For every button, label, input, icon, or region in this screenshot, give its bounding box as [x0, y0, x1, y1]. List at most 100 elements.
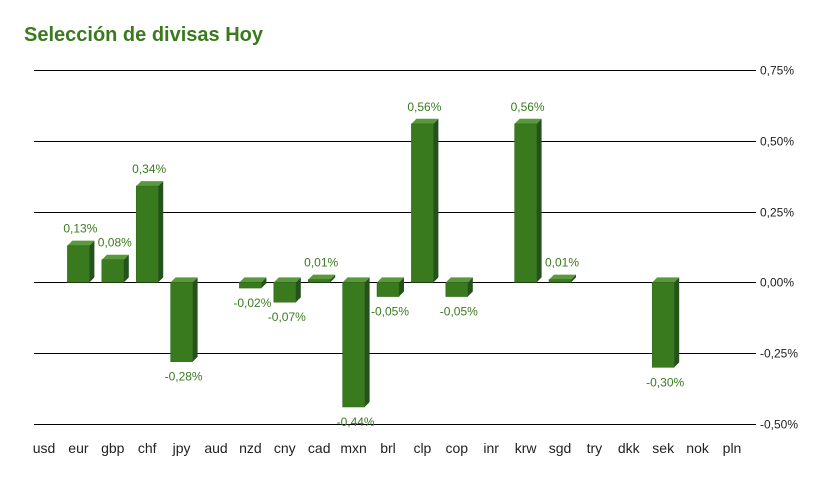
bar: [376, 282, 400, 297]
x-category-label: cop: [446, 440, 469, 456]
bar-side: [123, 254, 129, 283]
bar-sgd: [548, 274, 576, 283]
bar: [101, 259, 125, 283]
bar: [170, 282, 193, 362]
data-label: 0,13%: [63, 222, 97, 236]
x-category-label: clp: [413, 440, 431, 456]
x-axis-categories: usd eur gbp chf jpy aud nzd cny cad mxn brl clp cop i…: [33, 440, 742, 456]
x-category-label: dkk: [618, 440, 641, 456]
bar-side: [571, 274, 576, 283]
data-label: -0,05%: [371, 305, 409, 319]
bar-brl: [376, 277, 404, 297]
bar-cad: [307, 274, 336, 283]
x-category-label: nzd: [239, 440, 262, 456]
y-tick-label: -0,50%: [760, 418, 798, 432]
data-label: 0,56%: [407, 100, 441, 114]
data-label: -0,05%: [440, 305, 478, 319]
x-category-label: cny: [274, 440, 296, 456]
bar: [239, 282, 262, 289]
chart-title: Selección de divisas Hoy: [24, 24, 263, 46]
bar-side: [261, 277, 267, 289]
data-label: 0,01%: [545, 256, 579, 270]
data-label: -0,44%: [337, 415, 375, 429]
bar-chf: [135, 181, 164, 283]
bar: [514, 123, 537, 283]
data-labels: 0,13%0,08% 0,34% -0,28% -0,02%-0,07% 0,01% -0…: [63, 100, 684, 429]
x-category-label: pln: [723, 440, 742, 456]
data-label: -0,30%: [646, 375, 684, 389]
data-label: 0,01%: [304, 256, 338, 270]
bar-top: [67, 240, 95, 246]
bar-clp: [411, 118, 439, 283]
x-category-label: inr: [483, 440, 499, 456]
x-category-label: jpy: [172, 440, 191, 456]
bar-top: [308, 274, 336, 280]
bar-top: [342, 277, 370, 283]
bar-top: [445, 277, 473, 283]
bar-sek: [651, 277, 680, 368]
x-category-label: cad: [308, 440, 331, 456]
x-category-label: usd: [33, 440, 56, 456]
bar-side: [158, 181, 164, 283]
bar-eur: [67, 240, 95, 283]
bar: [273, 282, 297, 303]
data-label: 0,56%: [511, 100, 545, 114]
x-category-label: try: [587, 440, 603, 456]
bar-side: [295, 277, 301, 303]
bar: [445, 282, 469, 297]
x-category-label: aud: [204, 440, 227, 456]
x-category-label: sek: [652, 440, 675, 456]
data-label: -0,07%: [268, 310, 306, 324]
bar-top: [273, 277, 301, 283]
x-category-label: sgd: [549, 440, 572, 456]
x-category-label: gbp: [101, 440, 125, 456]
bar: [135, 185, 159, 283]
bar-top: [239, 277, 267, 283]
data-label: 0,08%: [98, 236, 132, 250]
y-axis-ticks: 0,75% 0,50% 0,25% 0,00% -0,25% -0,50%: [760, 64, 798, 432]
bar-side: [536, 118, 542, 283]
y-tick-label: 0,25%: [760, 206, 794, 220]
x-category-label: nok: [686, 440, 710, 456]
bar: [67, 245, 90, 283]
bar-top: [549, 274, 576, 280]
y-tick-label: 0,75%: [760, 64, 794, 78]
bar-nzd: [239, 277, 267, 289]
bar-side: [433, 118, 439, 283]
y-tick-label: 0,50%: [760, 135, 794, 149]
bar-jpy: [170, 277, 198, 362]
bar-top: [136, 181, 164, 187]
x-category-label: brl: [380, 440, 396, 456]
data-label: 0,34%: [132, 162, 166, 176]
x-category-label: eur: [68, 440, 89, 456]
bar: [411, 123, 434, 283]
bar: [548, 279, 572, 283]
bar-top: [514, 118, 542, 124]
y-tick-label: -0,25%: [760, 347, 798, 361]
x-category-label: krw: [515, 440, 538, 456]
bar-side: [89, 240, 95, 283]
bar-side: [364, 277, 370, 408]
bar-top: [411, 118, 439, 124]
bars: [67, 118, 680, 408]
bar-side: [192, 277, 198, 362]
bar-cop: [445, 277, 473, 297]
bar-top: [170, 277, 198, 283]
bar-krw: [514, 118, 542, 283]
bar-cny: [273, 277, 301, 303]
bar-mxn: [342, 277, 370, 408]
bar-side: [399, 277, 404, 297]
bar-side: [330, 274, 336, 283]
bar: [342, 282, 365, 408]
bar-top: [652, 277, 680, 283]
bar-top: [377, 277, 404, 283]
bar-side: [467, 277, 473, 297]
x-category-label: mxn: [340, 440, 366, 456]
data-label: -0,02%: [233, 296, 271, 310]
bar: [651, 282, 675, 368]
bar-gbp: [101, 254, 129, 283]
y-tick-label: 0,00%: [760, 276, 794, 290]
data-label: -0,28%: [165, 370, 203, 384]
bar-top: [101, 254, 129, 260]
